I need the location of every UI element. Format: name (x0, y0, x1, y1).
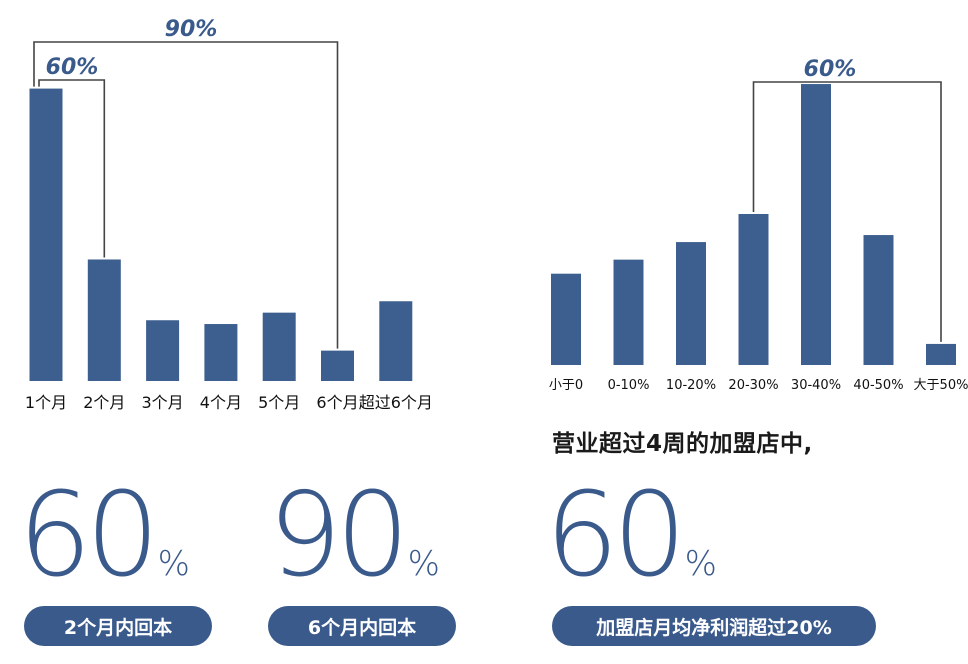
payback-bar-6 (379, 301, 413, 381)
stat-3-number: 60 (545, 468, 687, 603)
stat-1-pill: 2个月内回本 (24, 606, 212, 646)
payback-bar-5 (321, 350, 354, 381)
profit-tick-label-0: 小于0 (549, 378, 583, 393)
profit-chart: 小于0 0-10% 10-20% 20-30% 30-40% 40-50% 大于50% 60% (549, 57, 968, 393)
stat-2-value: 90% (268, 478, 440, 594)
profit-bracket-0 (752, 81, 942, 342)
profit-bar-6 (926, 343, 956, 365)
stat-2-pill: 6个月内回本 (268, 606, 456, 646)
payback-bracket-label-1: 90% (165, 17, 218, 42)
profit-bar-5 (863, 235, 894, 365)
payback-bar-3 (204, 324, 238, 381)
payback-tick-label-1: 2个月 (83, 393, 125, 412)
stat-3-pill: 加盟店月均净利润超过20% (552, 606, 876, 646)
stat-1-number: 60 (18, 468, 160, 603)
profit-bar-3 (738, 213, 769, 365)
profit-tick-label-4: 30-40% (791, 378, 841, 393)
payback-bracket-1 (33, 41, 339, 349)
payback-tick-label-3: 4个月 (200, 393, 242, 412)
payback-tick-label-0: 1个月 (25, 393, 67, 412)
profit-bracket-label-0: 60% (804, 57, 857, 82)
payback-bar-4 (262, 312, 296, 381)
payback-bracket-label-0: 60% (46, 55, 99, 80)
payback-tick-label-4: 5个月 (258, 393, 300, 412)
stat-1-unit: % (157, 544, 190, 584)
profit-bar-1 (613, 259, 644, 365)
payback-bar-0 (29, 88, 63, 381)
stat-1-value: 60% (18, 478, 190, 594)
stat-3-unit: % (684, 544, 717, 584)
profit-bar-0 (551, 273, 581, 365)
profit-tick-label-6: 大于50% (914, 378, 968, 393)
payback-tick-label-2: 3个月 (142, 393, 184, 412)
profit-tick-label-3: 20-30% (728, 378, 778, 393)
payback-bar-1 (87, 259, 121, 381)
payback-bar-2 (146, 320, 180, 381)
caption-text: 营业超过4周的加盟店中, (552, 431, 813, 457)
payback-tick-label-6: 超过6个月 (359, 393, 433, 412)
stat-2-unit: % (407, 544, 440, 584)
profit-bar-4 (801, 84, 831, 366)
stat-2-number: 90 (268, 468, 410, 603)
stat-3-value: 60% (545, 478, 717, 594)
profit-tick-label-5: 40-50% (853, 378, 903, 393)
payback-bracket-0 (38, 79, 106, 258)
profit-bar-2 (676, 242, 706, 365)
profit-tick-label-2: 10-20% (666, 378, 716, 393)
payback-tick-label-5: 6个月 (316, 393, 358, 412)
profit-tick-label-1: 0-10% (608, 378, 650, 393)
payback-chart: 1个月 2个月 3个月 4个月 5个月 6个月 超过6个月 60% 90% (25, 17, 433, 412)
